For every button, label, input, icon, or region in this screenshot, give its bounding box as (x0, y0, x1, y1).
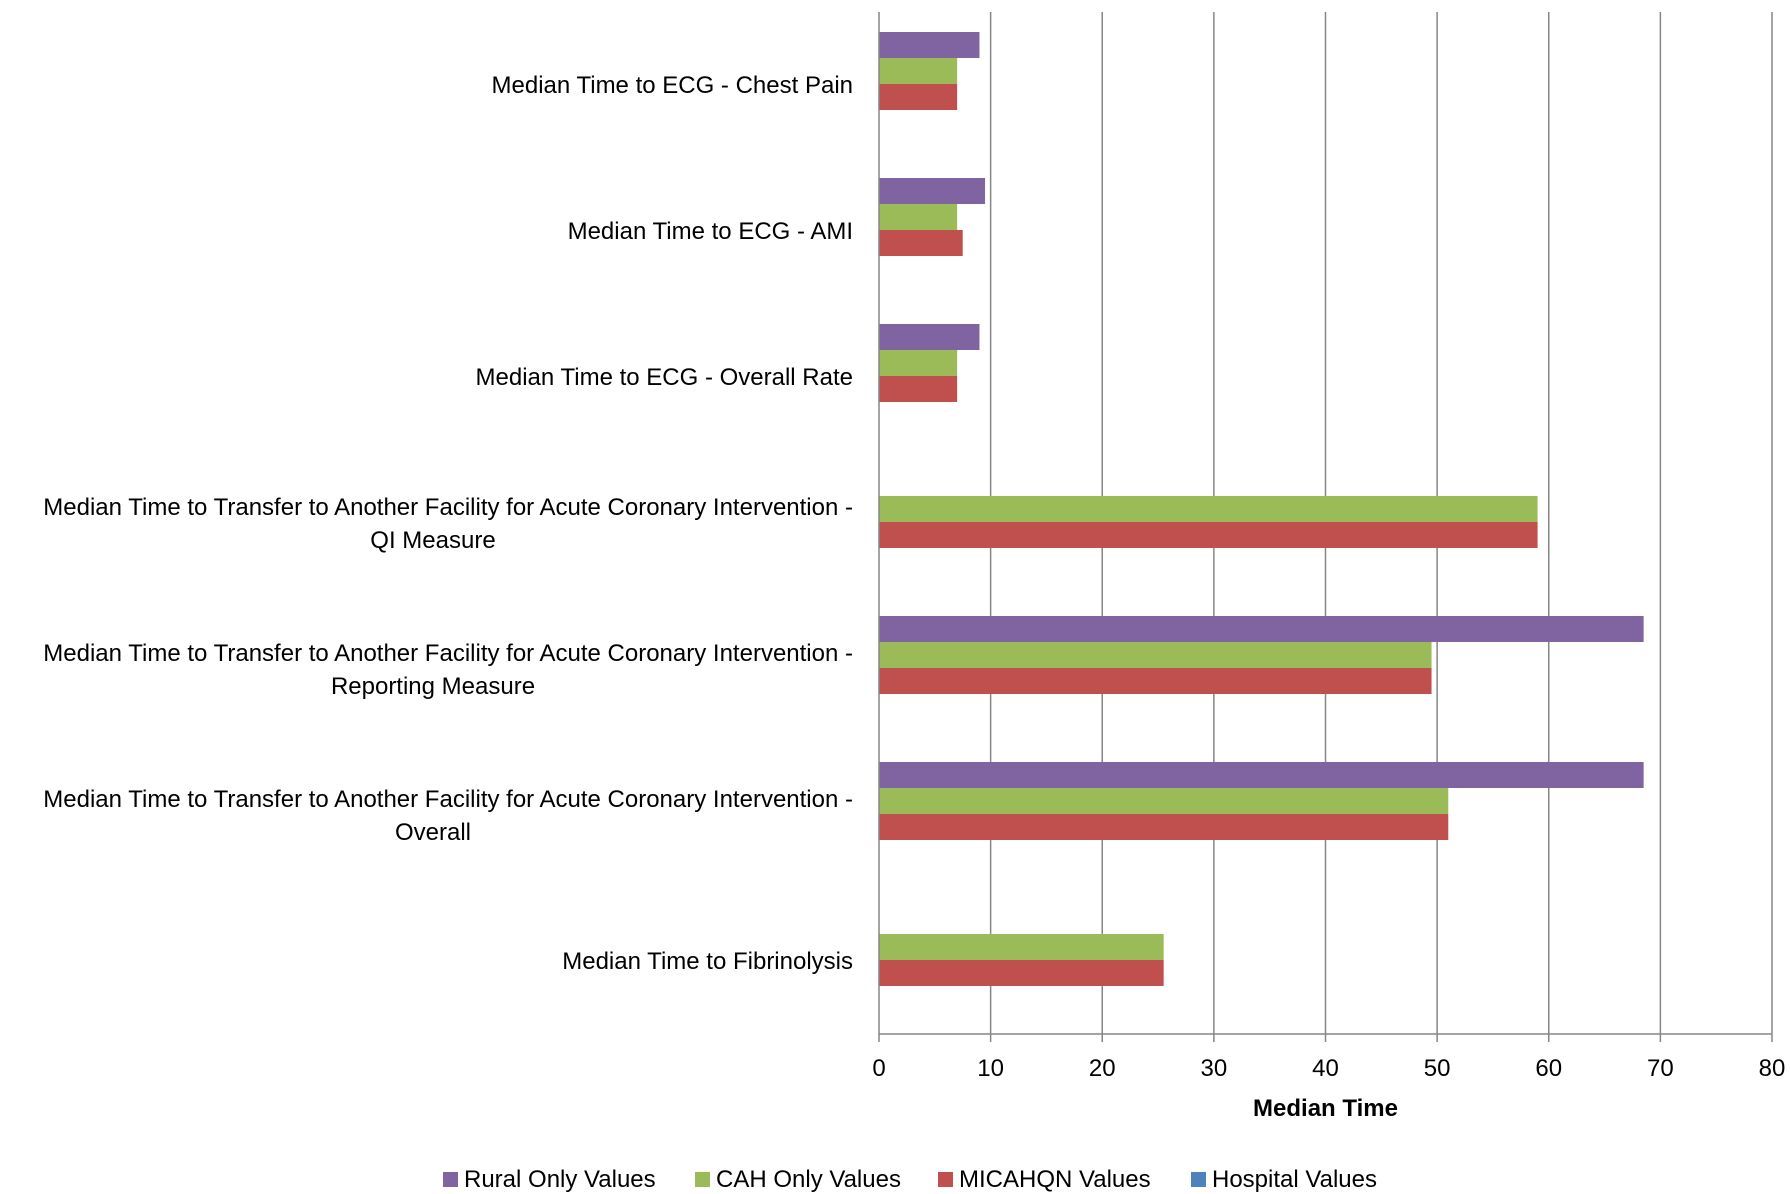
axes (878, 12, 1773, 1042)
category-label: Reporting Measure (331, 673, 535, 700)
legend-swatch (443, 1172, 458, 1187)
bar (879, 642, 1432, 668)
bars (879, 32, 1644, 986)
x-tick-label: 20 (1089, 1055, 1116, 1082)
category-label: Median Time to ECG - Chest Pain (492, 72, 853, 99)
bar (879, 934, 1164, 960)
bar (879, 84, 958, 110)
bar (879, 616, 1644, 642)
category-label: Median Time to Transfer to Another Facil… (43, 494, 853, 521)
bar (879, 230, 963, 256)
category-label: Median Time to ECG - AMI (568, 218, 853, 245)
category-label: Median Time to Transfer to Another Facil… (43, 786, 853, 813)
x-tick-label: 60 (1535, 1055, 1562, 1082)
bar (879, 58, 958, 84)
x-tick-label: 80 (1759, 1055, 1786, 1082)
legend-label: MICAHQN Values (959, 1166, 1151, 1193)
legend: Rural Only Values CAH Only Values MICAHQN … (443, 1166, 1377, 1193)
legend-swatch (1191, 1172, 1206, 1187)
bar (879, 204, 958, 230)
category-label: Median Time to ECG - Overall Rate (476, 364, 853, 391)
bar (879, 350, 958, 376)
x-axis-title: Median Time (1253, 1095, 1398, 1122)
bar (879, 496, 1538, 522)
bar (879, 324, 980, 350)
legend-swatch (938, 1172, 953, 1187)
bar (879, 814, 1449, 840)
bar (879, 960, 1164, 986)
x-tick-label: 30 (1201, 1055, 1228, 1082)
category-label: Median Time to Fibrinolysis (562, 948, 853, 975)
category-label: Median Time to Transfer to Another Facil… (43, 640, 853, 667)
legend-swatch (695, 1172, 710, 1187)
category-labels: Median Time to ECG - Chest Pain Median Ti… (43, 72, 853, 975)
bar (879, 32, 980, 58)
bar (879, 788, 1449, 814)
x-tick-label: 50 (1424, 1055, 1451, 1082)
legend-label: Hospital Values (1212, 1166, 1377, 1193)
x-tick-label: 40 (1312, 1055, 1339, 1082)
legend-label: CAH Only Values (716, 1166, 901, 1193)
category-label: QI Measure (370, 527, 495, 554)
legend-label: Rural Only Values (464, 1166, 656, 1193)
tick-labels: 0 10 20 30 40 50 60 70 80 (872, 1055, 1785, 1082)
bar (879, 762, 1644, 788)
bar (879, 376, 958, 402)
bar (879, 522, 1538, 548)
x-tick-label: 0 (872, 1055, 885, 1082)
bar (879, 668, 1432, 694)
x-tick-label: 70 (1647, 1055, 1674, 1082)
category-label: Overall (395, 819, 471, 846)
bar (879, 178, 986, 204)
x-tick-label: 10 (977, 1055, 1004, 1082)
